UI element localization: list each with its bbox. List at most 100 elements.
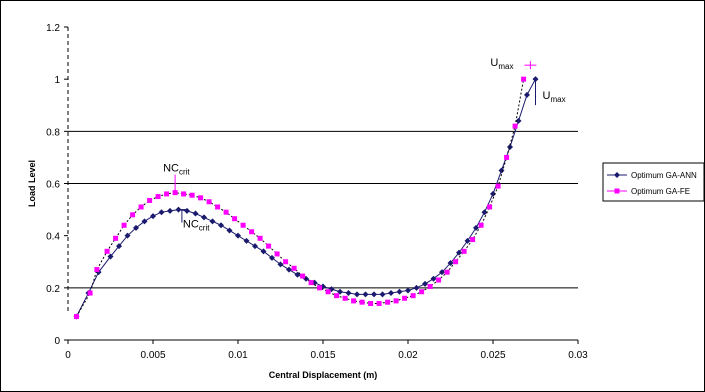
- data-point-ga-ann: [192, 210, 199, 217]
- x-tick-label: 0.01: [228, 350, 248, 361]
- y-tick-label: 0.4: [46, 232, 60, 243]
- data-point-ga-ann: [354, 291, 360, 298]
- y-axis-label: Load Level: [27, 160, 37, 207]
- data-point-ga-ann: [124, 232, 131, 239]
- data-point-ga-ann: [133, 224, 139, 231]
- x-tick-label: 0.02: [398, 350, 418, 361]
- data-point-ga-fe: [487, 204, 493, 210]
- data-point-ga-fe: [283, 259, 289, 265]
- data-point-ga-fe: [402, 295, 408, 301]
- data-point-ga-fe: [155, 194, 161, 200]
- data-point-ga-fe: [368, 300, 374, 306]
- data-point-ga-fe: [393, 298, 399, 304]
- legend: Optimum GA-ANN Optimum GA-FE: [602, 162, 705, 202]
- data-point-ga-ann: [498, 167, 505, 174]
- data-point-ga-fe: [308, 280, 314, 286]
- data-point-ga-ann: [430, 275, 437, 282]
- data-point-ga-fe: [274, 251, 280, 257]
- data-point-ga-fe: [504, 154, 510, 160]
- data-point-ga-fe: [164, 191, 170, 197]
- series-line-ga-fe: [76, 79, 525, 317]
- data-point-ga-fe: [419, 289, 425, 295]
- data-point-ga-ann: [107, 253, 114, 260]
- x-tick-label: 0.03: [568, 350, 588, 361]
- data-point-ga-fe: [74, 314, 79, 320]
- data-point-ga-ann: [158, 209, 165, 216]
- data-point-ga-ann: [252, 243, 258, 250]
- data-point-ga-fe: [521, 76, 527, 82]
- y-tick-label: 0.2: [46, 284, 60, 295]
- annotation-umax-fe: Umax: [490, 57, 513, 71]
- annotation-umax-ann: Umax: [543, 90, 566, 104]
- data-point-ga-fe: [223, 209, 229, 215]
- data-point-ga-ann: [388, 290, 394, 297]
- data-point-ga-fe: [249, 229, 255, 235]
- data-point-ga-ann: [490, 190, 496, 197]
- data-point-ga-fe: [495, 183, 501, 189]
- data-point-ga-fe: [325, 289, 331, 295]
- data-point-ga-ann: [141, 218, 148, 225]
- data-point-ga-ann: [345, 290, 352, 297]
- data-point-ga-ann: [116, 243, 122, 250]
- data-point-ga-fe: [436, 277, 442, 283]
- data-point-ga-fe: [461, 248, 467, 254]
- data-point-ga-fe: [334, 293, 340, 299]
- data-point-ga-fe: [206, 199, 212, 205]
- data-point-ga-fe: [385, 299, 391, 305]
- data-point-ga-fe: [512, 123, 518, 129]
- legend-label: Optimum GA-ANN: [631, 171, 697, 180]
- data-point-ga-ann: [447, 260, 454, 267]
- data-point-ga-fe: [266, 243, 272, 249]
- data-point-ga-ann: [405, 287, 411, 294]
- data-point-ga-fe: [130, 212, 136, 218]
- data-point-ga-fe: [410, 293, 416, 299]
- x-tick-label: 0.025: [480, 350, 505, 361]
- data-point-ga-ann: [464, 237, 471, 244]
- data-point-ga-ann: [218, 222, 224, 229]
- data-point-ga-ann: [396, 288, 403, 295]
- data-point-ga-ann: [184, 207, 190, 214]
- y-tick-label: 1: [54, 75, 60, 86]
- data-point-ga-fe: [121, 222, 127, 228]
- data-point-ga-fe: [376, 300, 382, 306]
- data-point-ga-ann: [481, 209, 488, 216]
- data-point-ga-ann: [362, 291, 369, 298]
- data-point-ga-fe: [478, 222, 484, 228]
- x-axis-label: Central Displacement (m): [269, 370, 378, 380]
- data-point-ga-ann: [226, 227, 233, 234]
- data-point-ga-fe: [113, 235, 119, 241]
- data-point-ga-fe: [359, 299, 365, 305]
- data-point-ga-ann: [413, 284, 420, 291]
- data-point-ga-fe: [198, 195, 204, 201]
- data-point-ga-ann: [260, 248, 267, 255]
- x-tick-label: 0.015: [310, 350, 335, 361]
- data-point-ga-fe: [138, 204, 144, 210]
- legend-swatch-marker: [614, 172, 620, 178]
- data-point-ga-ann: [456, 249, 462, 256]
- data-point-ga-fe: [300, 273, 306, 279]
- data-point-ga-ann: [235, 232, 241, 239]
- data-point-ga-ann: [243, 237, 250, 244]
- y-tick-label: 0.8: [46, 127, 60, 138]
- data-point-ga-ann: [269, 254, 275, 261]
- data-point-ga-fe: [181, 191, 187, 197]
- data-point-ga-fe: [257, 235, 263, 241]
- data-point-ga-fe: [215, 204, 221, 210]
- x-tick-label: 0.005: [140, 350, 165, 361]
- y-tick-label: 0: [54, 336, 60, 347]
- data-point-ga-ann: [524, 91, 530, 98]
- data-point-ga-fe: [232, 216, 238, 222]
- x-tick-label: 0: [65, 350, 71, 361]
- data-point-ga-fe: [453, 259, 459, 265]
- y-tick-label: 0.6: [46, 180, 60, 191]
- data-point-ga-fe: [94, 267, 100, 273]
- data-point-ga-ann: [379, 291, 386, 298]
- data-point-ga-fe: [291, 265, 297, 271]
- data-point-ga-fe: [444, 269, 450, 275]
- data-point-ga-ann: [209, 218, 216, 225]
- data-point-ga-ann: [473, 224, 479, 231]
- data-point-ga-ann: [371, 291, 377, 298]
- data-point-ga-fe: [470, 237, 476, 243]
- y-tick-label: 1.2: [46, 23, 60, 34]
